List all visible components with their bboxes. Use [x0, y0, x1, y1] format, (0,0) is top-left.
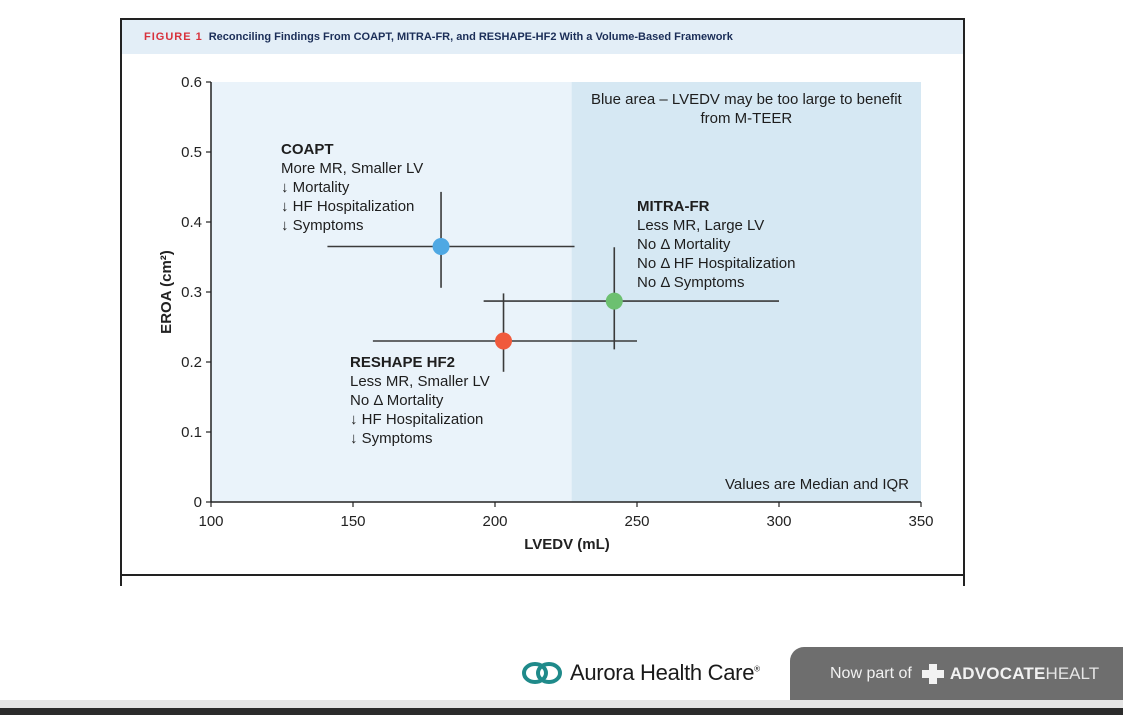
coapt-note: ↓ Symptoms [281, 217, 364, 234]
x-axis-label: LVEDV (mL) [524, 536, 610, 553]
reshape-hf2-note: ↓ HF Hospitalization [350, 411, 483, 428]
aurora-mark-icon [522, 662, 562, 684]
coapt-note: ↓ Mortality [281, 179, 350, 196]
scatter-chart: 100 150 200 250 300 350 0 0.1 0.2 0.3 0.4 0.5 0.6 CO… [158, 74, 934, 553]
mitra-fr-point [605, 292, 623, 310]
y-axis-label: EROA (cm²) [158, 250, 175, 334]
bottom-bar [0, 700, 1123, 708]
shaded-region-label-1: Blue area – LVEDV may be too large to be… [591, 91, 903, 108]
mitra-fr-note: Less MR, Large LV [637, 217, 764, 234]
x-tick-label: 100 [198, 513, 223, 530]
x-tick-label: 200 [482, 513, 507, 530]
reshape-hf2-note: No Δ Mortality [350, 392, 444, 409]
advocate-banner[interactable]: Now part of ADVOCATE HEALT [790, 647, 1123, 700]
x-tick-label: 300 [766, 513, 791, 530]
y-tick-label: 0.3 [181, 284, 202, 301]
x-tick-label: 350 [908, 513, 933, 530]
mitra-fr-label: MITRA-FR [637, 198, 710, 215]
y-tick-label: 0 [194, 494, 202, 511]
mitra-fr-note: No Δ Mortality [637, 236, 731, 253]
trademark-mark: ® [754, 664, 760, 674]
mitra-fr-note: No Δ HF Hospitalization [637, 255, 795, 272]
bottom-edge [0, 708, 1123, 715]
reshape-hf2-point [495, 332, 513, 350]
coapt-point [432, 238, 450, 255]
mitra-fr-note: No Δ Symptoms [637, 274, 745, 291]
figure-caption: Reconciling Findings From COAPT, MITRA-F… [208, 31, 733, 43]
x-tick-label: 250 [624, 513, 649, 530]
shaded-region [571, 82, 921, 502]
figure-header: FIGURE 1 Reconciling Findings From COAPT… [122, 20, 963, 54]
reshape-hf2-label: RESHAPE HF2 [350, 354, 455, 371]
advocate-cross-icon [921, 663, 944, 684]
y-tick-label: 0.5 [181, 144, 202, 161]
banner-brand-tail: HEALT [1045, 663, 1100, 683]
y-tick-label: 0.6 [181, 74, 202, 91]
reshape-hf2-note: ↓ Symptoms [350, 430, 433, 447]
coapt-label: COAPT [281, 141, 334, 158]
aurora-logo-text: Aurora Health Care® [570, 660, 760, 685]
x-tick-label: 150 [340, 513, 365, 530]
figure-label: FIGURE 1 [144, 31, 203, 43]
reshape-hf2-note: Less MR, Smaller LV [350, 373, 490, 390]
y-tick-label: 0.1 [181, 424, 202, 441]
banner-prefix: Now part of [830, 664, 912, 682]
figure-divider [120, 574, 965, 576]
coapt-note: ↓ HF Hospitalization [281, 198, 414, 215]
y-tick-label: 0.4 [181, 214, 202, 231]
aurora-logo[interactable]: Aurora Health Care® [522, 655, 760, 691]
chart-footnote: Values are Median and IQR [725, 476, 909, 493]
shaded-region-label-2: from M-TEER [701, 110, 793, 127]
banner-brand: ADVOCATE [949, 663, 1046, 683]
y-tick-label: 0.2 [181, 354, 202, 371]
coapt-note: More MR, Smaller LV [281, 160, 423, 177]
